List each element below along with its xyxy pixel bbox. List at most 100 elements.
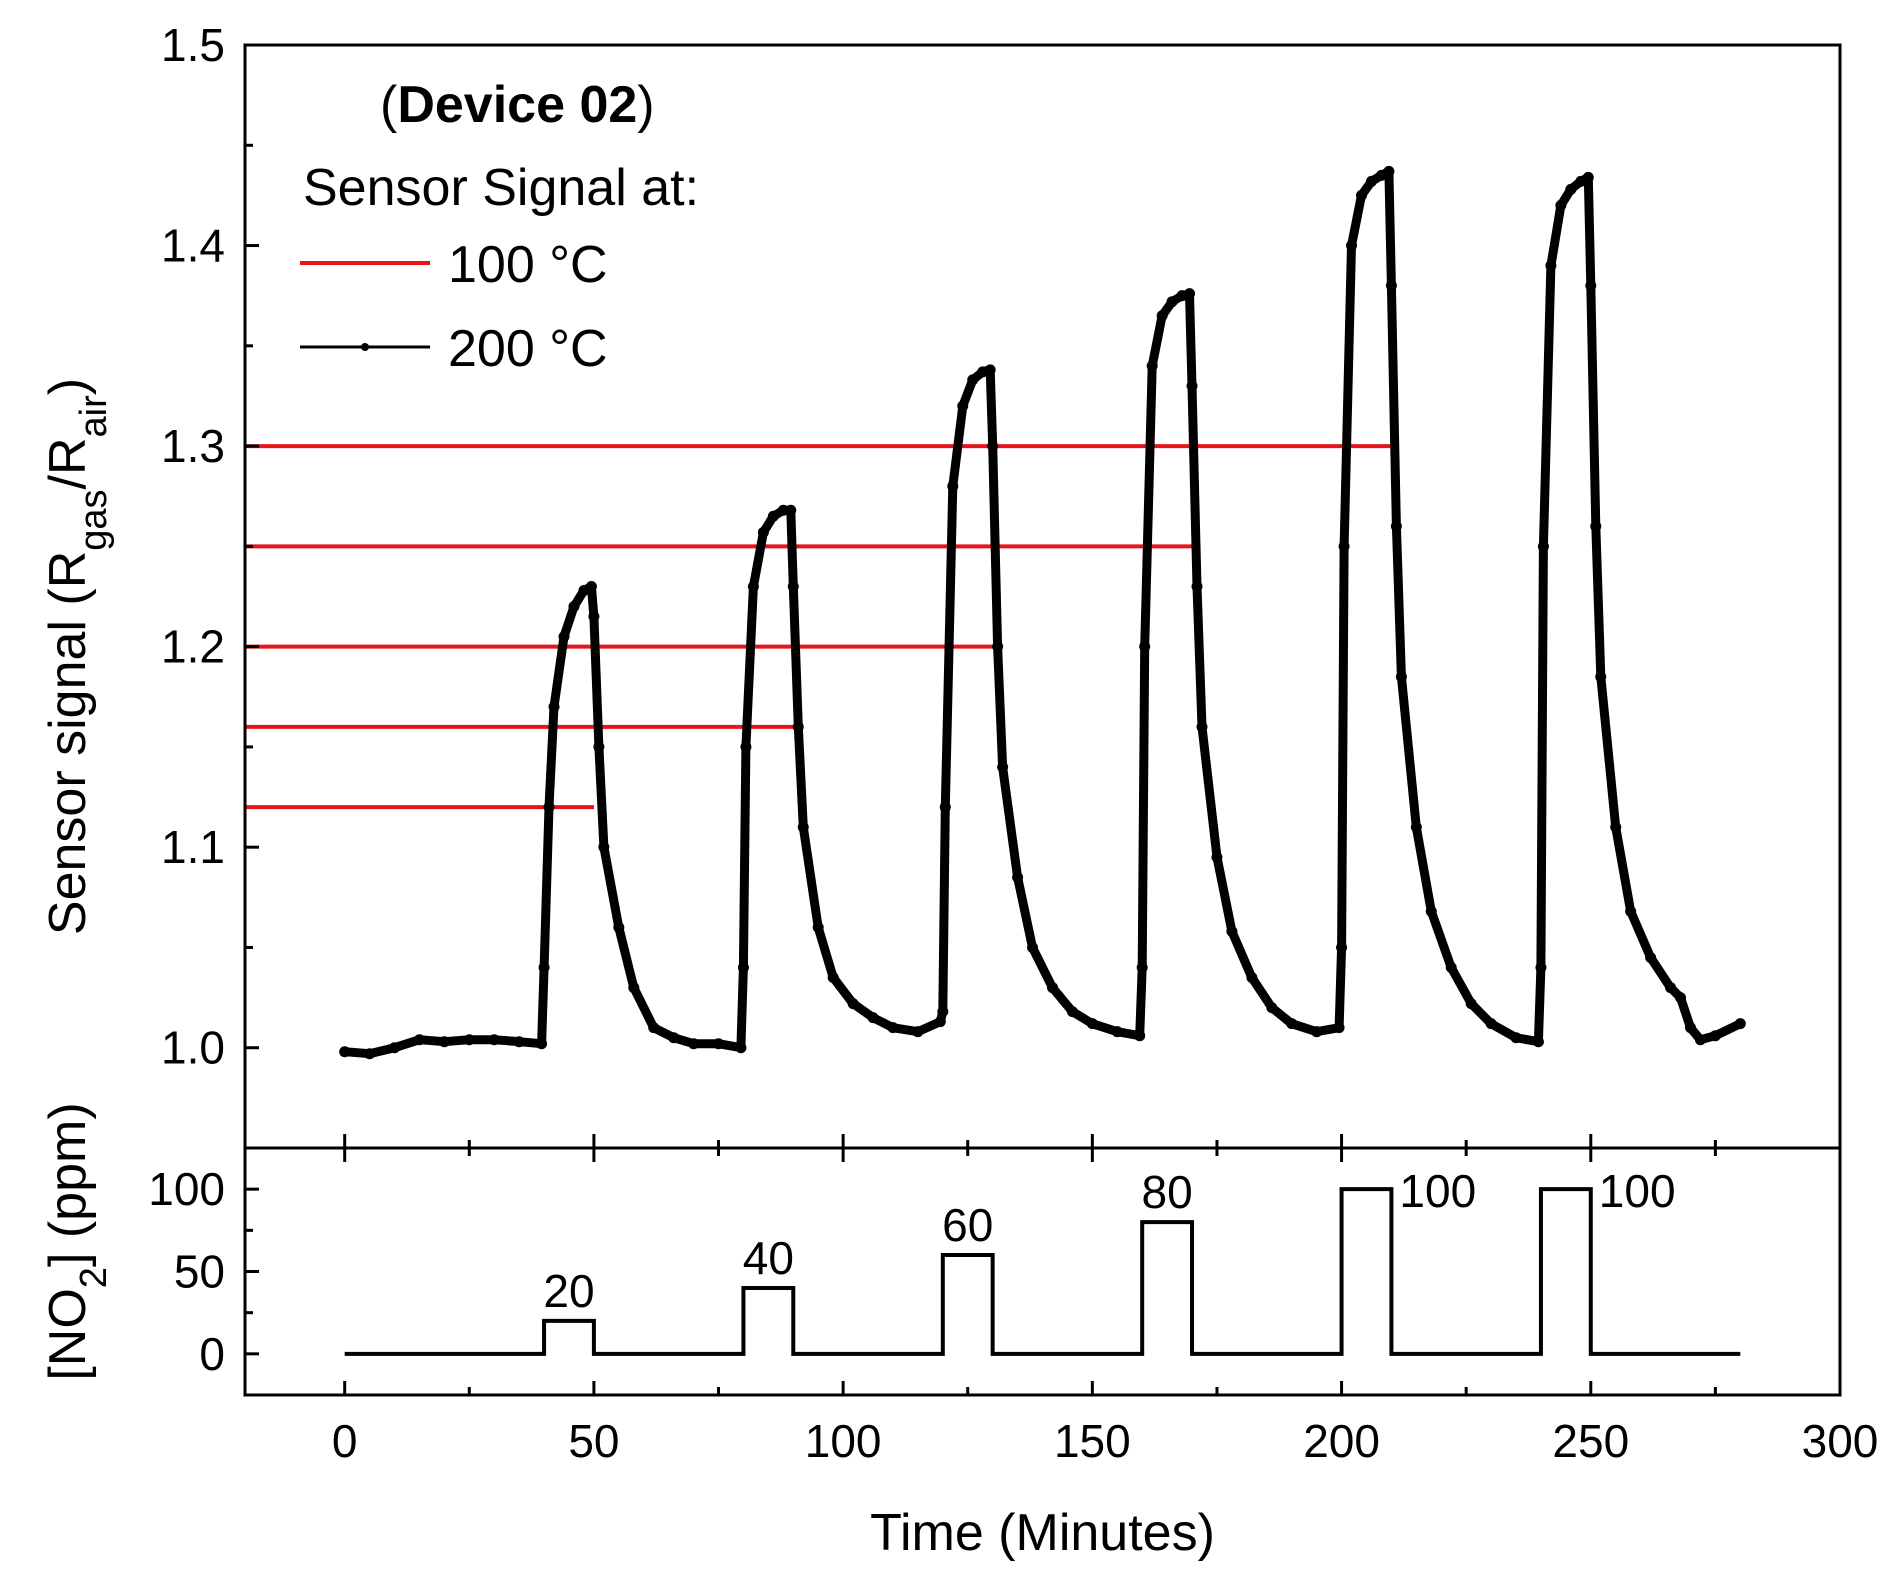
series-200c-point bbox=[1356, 189, 1367, 201]
no2-pulse-line bbox=[344, 1187, 1741, 1356]
series-200c-point bbox=[1336, 941, 1348, 953]
x-tick-label: 50 bbox=[568, 1415, 619, 1467]
series-200c-point bbox=[593, 741, 605, 753]
series-200c-point bbox=[957, 400, 969, 412]
series-200c-point bbox=[1734, 1018, 1746, 1030]
series-200c-point bbox=[1582, 171, 1594, 183]
series-200c-point bbox=[1166, 296, 1178, 308]
series-200c-point bbox=[1645, 951, 1657, 963]
top-y-axis-title: Sensor signal (Rgas/Rair) bbox=[39, 378, 115, 935]
series-200c-point bbox=[1510, 1032, 1522, 1044]
series-200c-point bbox=[1537, 540, 1549, 552]
series-200c-point bbox=[1610, 821, 1622, 833]
legend-label-200c: 200 °C bbox=[448, 320, 608, 378]
series-200c-point bbox=[1146, 360, 1158, 372]
series-200c-point bbox=[1365, 175, 1377, 187]
pulse-labels: 20 40 60 80 100 100 bbox=[543, 1165, 1675, 1317]
series-200c-point bbox=[1211, 851, 1223, 863]
series-200c-point bbox=[688, 1038, 700, 1050]
pulse-label: 100 bbox=[1599, 1165, 1676, 1217]
series-200c-point bbox=[1694, 1034, 1706, 1046]
series-200c-point bbox=[1665, 982, 1677, 994]
series-200c-point bbox=[1675, 992, 1686, 1004]
series-200c-point bbox=[613, 921, 625, 933]
series-200c-point bbox=[1585, 280, 1597, 292]
series-200c-point bbox=[984, 364, 996, 376]
x-tick-label: 150 bbox=[1054, 1415, 1131, 1467]
x-tick-label: 0 bbox=[332, 1415, 358, 1467]
bottom-y-ticks: 0 50 100 bbox=[148, 1146, 259, 1380]
series-200c-point bbox=[1184, 288, 1196, 300]
series-200c-point bbox=[339, 1046, 351, 1058]
series-200c-point bbox=[389, 1042, 401, 1054]
series-200c-point bbox=[1684, 1022, 1696, 1034]
series-200c-point bbox=[737, 962, 749, 974]
bottom-panel: 20 40 60 80 100 100 0 50 100 0 50 100 150 200 250 300… bbox=[39, 1102, 1878, 1562]
x-tick-label: 100 bbox=[805, 1415, 882, 1467]
series-200c-point bbox=[1465, 998, 1477, 1010]
series-200c-point bbox=[713, 1038, 725, 1050]
series-200c-point bbox=[513, 1036, 525, 1048]
series-200c-point bbox=[558, 631, 570, 643]
series-200c-point bbox=[1191, 580, 1203, 592]
series-200c-point bbox=[812, 921, 824, 933]
device-annotation: (Device 02) bbox=[380, 76, 655, 134]
x-axis-title: Time (Minutes) bbox=[870, 1504, 1215, 1562]
series-200c-point bbox=[1266, 1002, 1278, 1014]
bottom-y-axis-title: [NO2] (ppm) bbox=[39, 1102, 115, 1380]
series-200c-point bbox=[1385, 280, 1397, 292]
top-y-tick-label: 1.5 bbox=[161, 19, 225, 71]
series-200c-point bbox=[767, 510, 779, 522]
series-200c-point bbox=[735, 1042, 747, 1054]
series-200c-point bbox=[934, 1016, 946, 1028]
series-200c-point bbox=[1590, 520, 1602, 532]
series-200c-point bbox=[1046, 982, 1058, 994]
bottom-y-tick-label: 100 bbox=[148, 1163, 225, 1215]
series-200c-point bbox=[785, 504, 797, 516]
series-200c-point bbox=[967, 374, 979, 386]
bottom-x-ticks: 0 50 100 150 200 250 300 bbox=[332, 1148, 1878, 1467]
bottom-y-tick-label: 50 bbox=[174, 1246, 225, 1298]
legend-marker-200c bbox=[361, 343, 369, 351]
series-200c-point bbox=[912, 1026, 924, 1038]
legend-title: Sensor Signal at: bbox=[303, 159, 699, 217]
series-200c-point bbox=[1545, 260, 1557, 272]
series-200c-point bbox=[1134, 1030, 1146, 1042]
top-y-tick-label: 1.4 bbox=[161, 220, 225, 272]
series-200c-point bbox=[1425, 905, 1437, 917]
series-200c-point bbox=[1410, 821, 1422, 833]
series-200c-point bbox=[1390, 520, 1402, 532]
series-200c-point bbox=[987, 440, 999, 452]
bottom-y-tick-label: 0 bbox=[199, 1328, 225, 1380]
top-panel: 1.0 1.1 1.2 1.3 1.4 1.5 (Device 02) Sensor Si… bbox=[39, 19, 1842, 1150]
series-200c-point bbox=[1565, 183, 1577, 195]
series-200c-point bbox=[1383, 165, 1395, 177]
series-200c-point bbox=[1535, 962, 1547, 974]
series-200c-point bbox=[1027, 941, 1039, 953]
series-200c-point bbox=[543, 801, 555, 813]
series-200c-point bbox=[1346, 240, 1358, 252]
series-200c-point bbox=[548, 701, 560, 713]
series-200c-point bbox=[1595, 671, 1607, 683]
series-200c-point bbox=[1196, 721, 1208, 733]
series-200c-point bbox=[787, 580, 799, 592]
top-x-ticks bbox=[343, 1134, 1842, 1148]
series-200c-point bbox=[598, 841, 610, 853]
series-200c-point bbox=[1246, 972, 1258, 984]
series-200c-point bbox=[1338, 540, 1350, 552]
series-200c-point bbox=[648, 1022, 660, 1034]
x-tick-label: 200 bbox=[1303, 1415, 1380, 1467]
series-200c-point bbox=[585, 580, 597, 592]
series-200c-point bbox=[1532, 1036, 1544, 1048]
series-200c-point bbox=[1136, 962, 1148, 974]
series-200c-point bbox=[867, 1012, 879, 1024]
pulse-label: 20 bbox=[543, 1265, 594, 1317]
series-200c-point bbox=[887, 1022, 899, 1034]
top-y-ticks: 1.0 1.1 1.2 1.3 1.4 1.5 bbox=[161, 19, 259, 1074]
top-y-tick-label: 1.0 bbox=[161, 1022, 225, 1074]
series-200c-point bbox=[847, 998, 859, 1010]
x-tick-label: 250 bbox=[1552, 1415, 1629, 1467]
series-200c-point bbox=[538, 962, 550, 974]
series-200c-point bbox=[1625, 905, 1637, 917]
